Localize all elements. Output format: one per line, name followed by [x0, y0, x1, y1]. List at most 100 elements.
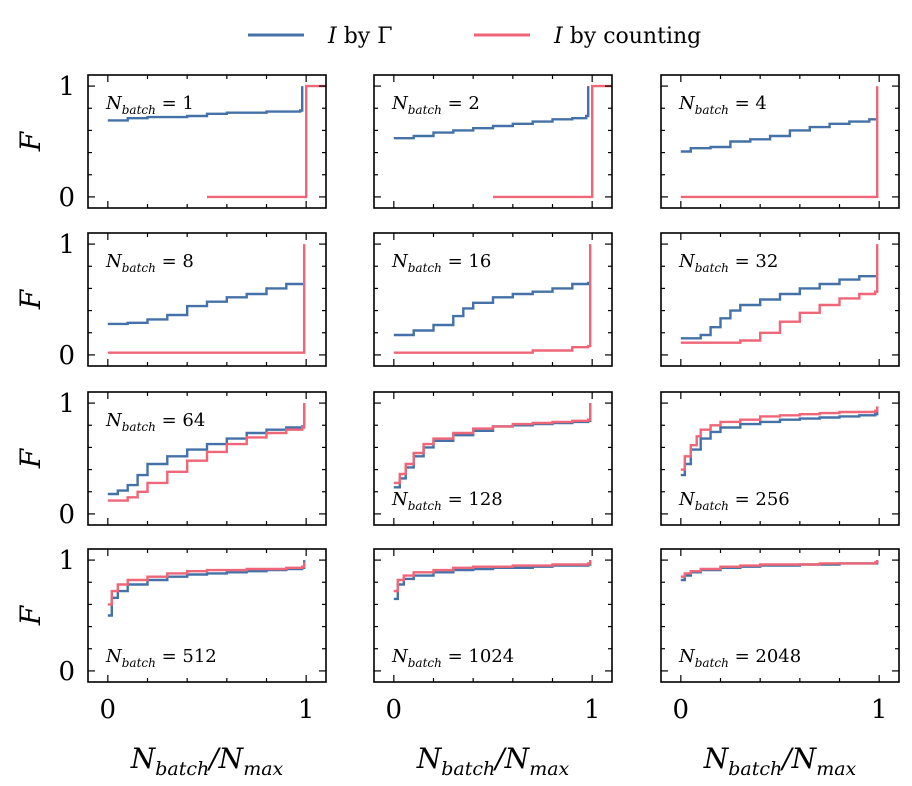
panel-1024: Nbatch = 1024 0 1 Nbatch/Nmax: [373, 548, 613, 780]
panel-2048: Nbatch = 2048 0 1 Nbatch/Nmax: [660, 548, 900, 780]
x-tick-label: 1: [298, 695, 315, 725]
x-axis-label-sub: max: [816, 758, 856, 780]
x-tick-label: 0: [673, 695, 690, 725]
y-tick-label: 0: [58, 341, 75, 371]
annot-subscript: batch: [122, 420, 156, 434]
annot-value: = 32: [729, 251, 778, 272]
legend-item: I by counting: [474, 24, 701, 49]
series-by-counting-line: [107, 244, 306, 354]
series-by-gamma-line: [107, 86, 304, 122]
annot-value: = 2048: [729, 646, 801, 667]
annot-subscript: batch: [122, 656, 156, 670]
annot-symbol: N: [105, 410, 123, 431]
x-tick-label: 1: [871, 695, 888, 725]
annot-value: = 64: [156, 410, 205, 431]
annot-subscript: batch: [408, 103, 442, 117]
legend-label: I by Γ: [327, 24, 392, 49]
series-by-counting-line: [207, 84, 326, 199]
panel-64: Nbatch = 64 F 0 1: [14, 389, 327, 530]
series-by-counting-line: [680, 86, 879, 199]
series-by-gamma-line: [680, 118, 877, 153]
panel-frame: [660, 232, 900, 367]
series-by-counting-line: [680, 560, 879, 578]
annot-symbol: N: [678, 646, 696, 667]
annot-subscript: batch: [408, 499, 442, 513]
annot-value: = 128: [442, 489, 503, 510]
y-axis-label: F: [14, 288, 47, 310]
panel-4: Nbatch = 4: [660, 74, 900, 209]
panel-annotation: Nbatch = 128: [391, 489, 503, 513]
panel-frame: [87, 548, 327, 683]
series-by-gamma-line: [107, 282, 304, 326]
x-axis-label-sub: batch: [728, 758, 782, 780]
panel-frame: [373, 74, 613, 209]
series-by-gamma-line: [393, 281, 590, 337]
annot-symbol: N: [391, 489, 409, 510]
y-tick-label: 1: [58, 230, 75, 260]
panel-8: Nbatch = 8 F 0 1: [14, 230, 327, 371]
series-by-counting-line: [680, 406, 879, 471]
panel-256: Nbatch = 256: [660, 391, 900, 526]
series-by-counting-line: [493, 84, 612, 199]
panel-frame: [660, 74, 900, 209]
series-by-counting-line: [393, 244, 592, 354]
y-tick-label: 1: [58, 389, 75, 419]
annot-value: = 2: [442, 93, 480, 114]
annot-subscript: batch: [408, 656, 442, 670]
legend-item: I by Γ: [248, 24, 392, 49]
annot-value: = 512: [156, 646, 217, 667]
annot-symbol: N: [678, 489, 696, 510]
panel-annotation: Nbatch = 8: [105, 251, 194, 275]
series-by-gamma-line: [680, 407, 879, 477]
annot-subscript: batch: [122, 261, 156, 275]
series-by-counting-line: [393, 560, 592, 593]
x-axis-label-n: N: [703, 742, 730, 775]
series-by-gamma-line: [680, 275, 877, 340]
panel-frame: [373, 391, 613, 526]
annot-subscript: batch: [695, 103, 729, 117]
panel-512: Nbatch = 512 F 0 1 0 1 Nbatch/Nmax: [14, 546, 327, 780]
panel-annotation: Nbatch = 1024: [391, 646, 514, 670]
legend-text-part: by Γ: [337, 24, 393, 49]
panel-frame: [87, 391, 327, 526]
x-tick-label: 1: [584, 695, 601, 725]
annot-symbol: N: [105, 646, 123, 667]
panel-annotation: Nbatch = 256: [678, 489, 790, 513]
series-by-counting-line: [680, 244, 879, 344]
annot-value: = 1024: [442, 646, 514, 667]
annot-symbol: N: [391, 646, 409, 667]
y-axis-label: F: [14, 604, 47, 626]
y-axis-label: F: [14, 447, 47, 469]
legend-text-part: by counting: [563, 24, 702, 49]
annot-symbol: N: [678, 93, 696, 114]
annot-value: = 8: [156, 251, 194, 272]
panel-2: Nbatch = 2: [373, 74, 613, 209]
x-axis-label-sub: max: [529, 758, 569, 780]
annot-symbol: N: [105, 251, 123, 272]
y-axis-label: F: [14, 130, 47, 152]
panel-32: Nbatch = 32: [660, 232, 900, 367]
annot-subscript: batch: [695, 499, 729, 513]
y-tick-label: 1: [58, 72, 75, 102]
y-tick-label: 0: [58, 183, 75, 213]
annot-symbol: N: [105, 93, 123, 114]
series-by-gamma-line: [393, 86, 590, 140]
panel-annotation: Nbatch = 32: [678, 251, 778, 275]
x-axis-label-n: /N: [206, 742, 244, 775]
annot-subscript: batch: [408, 261, 442, 275]
x-axis-label: Nbatch/Nmax: [416, 742, 570, 780]
x-axis-label-n: N: [416, 742, 443, 775]
y-tick-label: 0: [58, 657, 75, 687]
annot-symbol: N: [391, 251, 409, 272]
x-axis-label-n: N: [130, 742, 157, 775]
x-axis-label-sub: max: [243, 758, 283, 780]
legend-symbol: I: [553, 24, 564, 49]
y-tick-label: 1: [58, 546, 75, 576]
panel-annotation: Nbatch = 512: [105, 646, 217, 670]
legend-label: I by counting: [553, 24, 701, 49]
panel-16: Nbatch = 16: [373, 232, 613, 367]
panel-annotation: Nbatch = 64: [105, 410, 205, 434]
panel-frame: [373, 548, 613, 683]
x-axis-label-sub: batch: [155, 758, 209, 780]
